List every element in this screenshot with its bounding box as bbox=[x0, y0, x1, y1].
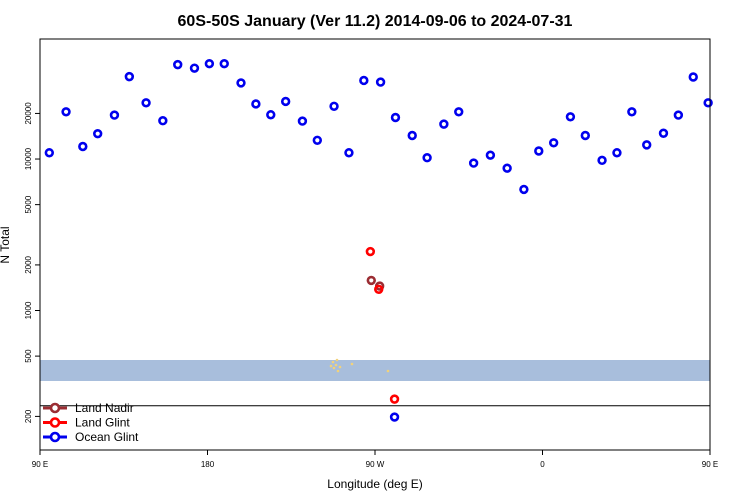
data-point bbox=[703, 98, 713, 108]
legend-item: Land Glint bbox=[43, 416, 130, 430]
data-point bbox=[688, 72, 698, 82]
plot-frame bbox=[40, 39, 710, 450]
x-tick-label: 90 E bbox=[702, 460, 718, 469]
data-point bbox=[92, 128, 103, 139]
x-tick-label: 0 bbox=[540, 460, 545, 469]
data-point bbox=[485, 150, 496, 160]
legend-label: Ocean Glint bbox=[75, 430, 139, 444]
y-tick-label: 20000 bbox=[24, 102, 33, 125]
data-point bbox=[548, 138, 559, 148]
data-point bbox=[374, 284, 384, 295]
data-point bbox=[173, 59, 183, 70]
data-point bbox=[297, 116, 308, 126]
data-point bbox=[44, 148, 55, 158]
data-point bbox=[375, 77, 386, 87]
y-tick-label: 2000 bbox=[24, 255, 33, 273]
land-speckle bbox=[336, 369, 340, 373]
data-point bbox=[312, 135, 323, 145]
data-point bbox=[236, 78, 246, 88]
data-point bbox=[204, 58, 215, 69]
data-point bbox=[219, 58, 229, 69]
land-speckle bbox=[329, 364, 333, 368]
data-point bbox=[439, 119, 449, 129]
data-point bbox=[61, 107, 71, 117]
data-point bbox=[390, 112, 401, 123]
data-point bbox=[359, 75, 369, 86]
y-tick-label: 200 bbox=[24, 409, 33, 423]
data-point bbox=[266, 110, 276, 120]
data-point bbox=[158, 116, 168, 126]
data-point bbox=[534, 146, 544, 156]
legend-marker bbox=[49, 402, 61, 414]
data-point bbox=[642, 140, 652, 150]
data-point bbox=[189, 63, 200, 73]
data-point bbox=[627, 107, 637, 117]
y-tick-label: 1000 bbox=[24, 301, 33, 319]
legend-item: Ocean Glint bbox=[43, 430, 139, 444]
x-tick-label: 90 W bbox=[366, 460, 385, 469]
data-point bbox=[251, 99, 261, 109]
data-point bbox=[329, 101, 339, 111]
data-point bbox=[389, 412, 400, 422]
data-point bbox=[366, 275, 376, 286]
data-point bbox=[344, 148, 354, 158]
series-land-glint bbox=[365, 246, 400, 404]
data-point bbox=[565, 112, 576, 122]
land-speckle bbox=[335, 358, 339, 362]
data-point bbox=[78, 141, 88, 152]
data-point bbox=[389, 394, 400, 404]
land-speckle bbox=[332, 366, 336, 370]
legend-marker bbox=[49, 431, 61, 443]
land-speckle bbox=[334, 363, 338, 367]
ocean-band bbox=[40, 360, 710, 381]
data-point bbox=[407, 130, 417, 141]
data-point bbox=[580, 130, 591, 141]
legend-label: Land Glint bbox=[75, 416, 130, 430]
y-axis-label: N Total bbox=[0, 226, 12, 263]
legend-item: Land Nadir bbox=[43, 401, 134, 415]
data-point bbox=[673, 110, 684, 120]
land-speckle bbox=[350, 362, 354, 366]
data-point bbox=[612, 148, 622, 158]
data-point bbox=[141, 98, 151, 108]
data-point bbox=[109, 110, 120, 120]
data-point bbox=[454, 107, 464, 117]
ocean-band-overlay bbox=[40, 358, 710, 381]
data-point bbox=[597, 155, 607, 166]
y-tick-label: 5000 bbox=[24, 195, 33, 213]
land-speckle bbox=[331, 360, 335, 364]
data-point bbox=[658, 128, 669, 138]
data-points bbox=[44, 58, 713, 422]
data-point bbox=[519, 184, 529, 195]
land-speckle bbox=[338, 365, 342, 369]
x-axis-label: Longitude (deg E) bbox=[327, 477, 422, 491]
legend-marker bbox=[49, 417, 61, 428]
data-point bbox=[502, 163, 512, 173]
x-tick-label: 90 E bbox=[32, 460, 48, 469]
x-tick-label: 180 bbox=[201, 460, 215, 469]
legend-label: Land Nadir bbox=[75, 401, 134, 415]
data-point bbox=[422, 153, 432, 163]
data-point bbox=[280, 96, 291, 107]
data-point bbox=[468, 158, 479, 168]
plot-background bbox=[40, 39, 710, 450]
chart-title: 60S-50S January (Ver 11.2) 2014-09-06 to… bbox=[178, 13, 573, 30]
land-speckle bbox=[386, 369, 390, 373]
y-axis: 200 500 1000 2000 5000 10000 20000 bbox=[24, 102, 40, 423]
data-point bbox=[124, 71, 135, 82]
y-tick-label: 10000 bbox=[24, 147, 33, 170]
y-tick-label: 500 bbox=[24, 349, 33, 363]
x-axis: 90 E 180 90 W 0 90 E bbox=[32, 450, 718, 469]
data-point bbox=[365, 246, 376, 257]
land-speckles bbox=[329, 358, 390, 373]
series-ocean-glint bbox=[44, 58, 713, 422]
